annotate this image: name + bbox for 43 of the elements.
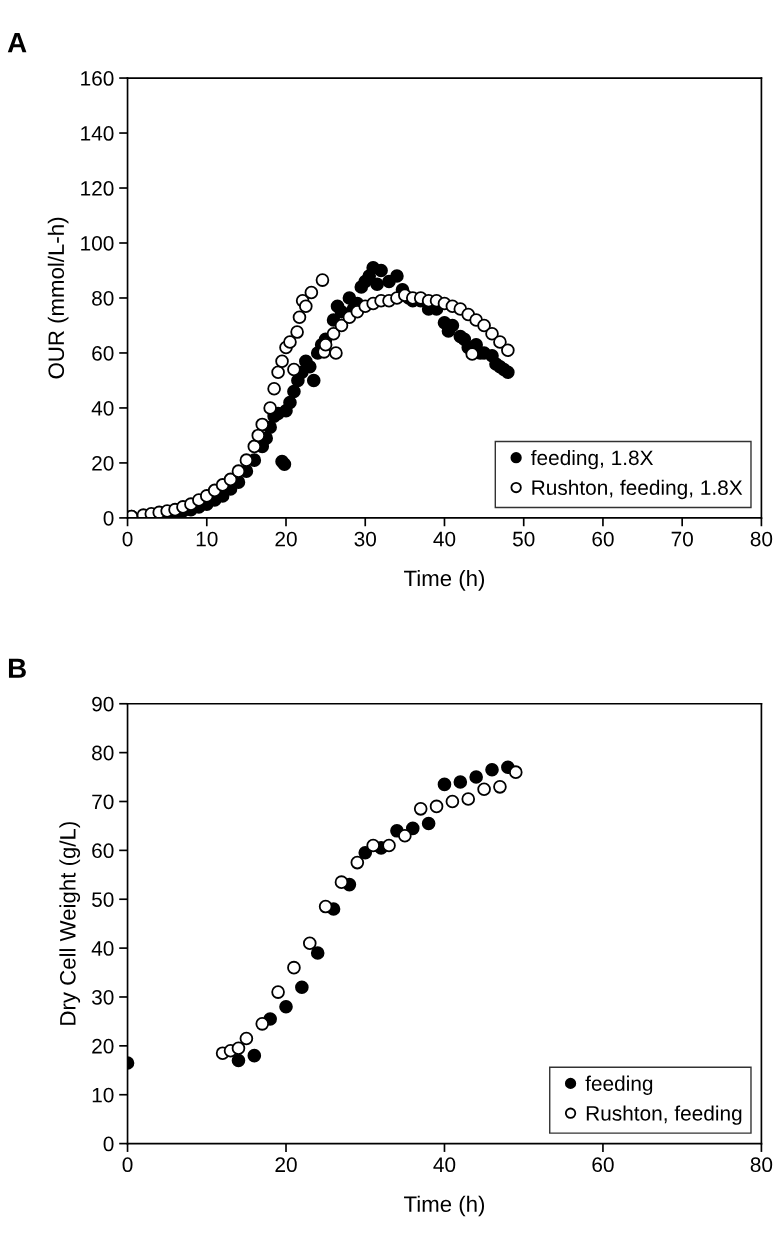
- x-tick-label: 40: [433, 1157, 456, 1173]
- y-tick-label: 20: [92, 455, 114, 471]
- y-tick-label: 140: [81, 126, 114, 141]
- y-tick-label: 60: [92, 843, 114, 859]
- chart-title: B: [8, 658, 26, 678]
- x-tick-label: 40: [433, 531, 456, 547]
- y-tick-label: 50: [92, 892, 114, 907]
- x-tick-label: 50: [512, 531, 535, 547]
- y-tick-label: 40: [91, 400, 114, 416]
- legend-label: Rushton, feeding, 1.8X: [532, 479, 743, 500]
- x-tick-label: 30: [354, 531, 377, 547]
- y-tick-label: 0: [103, 1136, 114, 1152]
- x-tick-label: 80: [750, 1157, 773, 1173]
- legend-label: Rushton, feeding: [586, 1105, 742, 1125]
- y-tick-label: 90: [92, 696, 114, 712]
- x-tick-label: 20: [275, 1157, 297, 1173]
- y-tick-label: 100: [81, 236, 114, 251]
- y-tick-label: 80: [92, 745, 114, 761]
- y-tick-label: 80: [92, 290, 114, 306]
- y-axis-title: Dry Cell Weight (g/L): [59, 822, 81, 1025]
- y-tick-label: 120: [81, 181, 114, 196]
- x-tick-label: 20: [275, 531, 297, 547]
- y-axis-title: OUR (mmol/L-h): [47, 217, 69, 379]
- x-tick-label: 80: [750, 531, 773, 547]
- y-tick-label: 160: [81, 71, 114, 86]
- x-tick-label: 60: [592, 531, 614, 547]
- x-tick-label: 70: [671, 531, 693, 547]
- y-tick-label: 30: [91, 989, 114, 1005]
- x-axis-title: Time (h): [404, 1195, 485, 1217]
- y-tick-label: 40: [91, 941, 114, 956]
- x-tick-label: 10: [196, 531, 218, 547]
- y-tick-label: 10: [92, 1087, 114, 1103]
- x-tick-label: 0: [122, 531, 133, 547]
- y-tick-label: 60: [92, 345, 114, 361]
- legend-label: feeding, 1.8X: [531, 449, 654, 470]
- y-tick-label: 70: [92, 794, 114, 810]
- y-tick-label: 0: [103, 510, 114, 526]
- legend-label: feeding: [585, 1075, 653, 1096]
- y-tick-label: 20: [92, 1038, 114, 1054]
- chart-title: A: [7, 33, 27, 53]
- x-tick-label: 60: [592, 1157, 614, 1173]
- x-axis-title: Time (h): [404, 569, 485, 591]
- x-tick-label: 0: [122, 1157, 133, 1173]
